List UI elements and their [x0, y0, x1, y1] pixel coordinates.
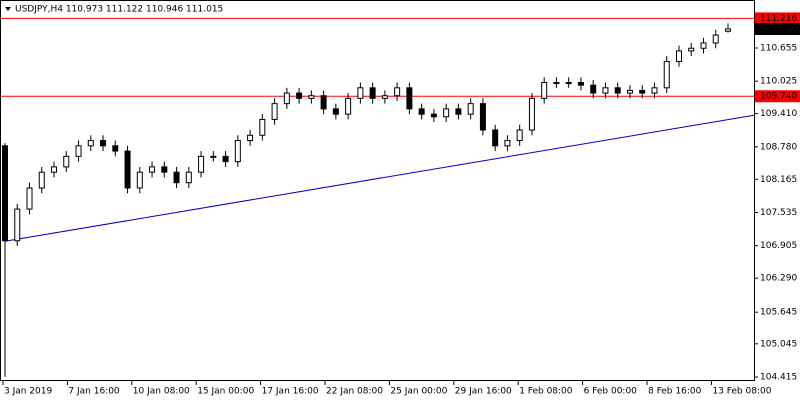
candle-body	[136, 171, 143, 189]
candle-body	[541, 82, 548, 99]
bid-label-box	[755, 23, 800, 36]
level-label: 111.216	[760, 14, 797, 24]
y-tick-label: 110.655	[760, 43, 797, 53]
candle-body	[14, 208, 21, 242]
candle-body	[38, 171, 45, 189]
candle-body	[161, 166, 168, 173]
candle-body	[443, 108, 450, 118]
x-tick-label: 7 Jan 16:00	[68, 387, 120, 397]
candle-body	[700, 42, 707, 49]
candle-body	[639, 89, 646, 94]
level-label: 109.740	[760, 92, 797, 102]
x-tick-label: 15 Jan 00:00	[197, 387, 254, 397]
candle-body	[296, 92, 303, 99]
candle-body	[100, 140, 107, 147]
y-tick-label: 106.905	[760, 241, 797, 251]
bid-label: 111.015	[760, 25, 797, 35]
candle-body	[406, 87, 413, 110]
candle-body	[87, 140, 94, 147]
candle-body	[675, 50, 682, 62]
candle-body	[222, 155, 229, 163]
y-tick-label: 107.535	[760, 208, 797, 218]
plot-frame	[0, 0, 755, 381]
candle-body	[357, 87, 364, 99]
candle-body	[577, 82, 584, 86]
candle-body	[418, 108, 425, 115]
candle-body	[479, 103, 486, 131]
candle-body	[430, 113, 437, 118]
candle-body	[173, 171, 180, 184]
candle-body	[369, 87, 376, 99]
candle-body	[247, 134, 254, 142]
candle-body	[553, 82, 560, 85]
candle-body	[63, 155, 70, 168]
y-tick-label: 109.410	[760, 109, 797, 119]
x-tick-label: 13 Feb 08:00	[712, 387, 771, 397]
candle-body	[455, 108, 462, 115]
y-tick-label: 105.045	[760, 339, 797, 349]
candle-body	[112, 145, 119, 152]
x-tick-label: 29 Jan 16:00	[455, 387, 512, 397]
candle-body	[651, 87, 658, 94]
candle-body	[283, 92, 290, 105]
candle-body	[712, 34, 719, 44]
candle-body	[345, 97, 352, 115]
candle-body	[124, 150, 131, 189]
x-tick-label: 6 Feb 00:00	[584, 387, 638, 397]
candle-body	[492, 129, 499, 147]
x-tick-label: 10 Jan 08:00	[133, 387, 190, 397]
candle-body	[504, 140, 511, 147]
candle-body	[725, 28, 731, 32]
y-tick-label: 108.780	[760, 142, 797, 152]
level-label-box	[755, 12, 800, 25]
candle-body	[688, 47, 695, 52]
x-tick-label: 8 Feb 16:00	[648, 387, 702, 397]
candle-body	[210, 155, 217, 158]
y-tick-label: 104.415	[760, 373, 797, 383]
x-tick-label: 1 Feb 08:00	[519, 387, 573, 397]
candle-body	[602, 87, 609, 94]
y-tick-label: 105.645	[760, 308, 797, 318]
candle-body	[271, 103, 278, 120]
x-tick-label: 22 Jan 08:00	[326, 387, 383, 397]
candle-body	[381, 95, 388, 99]
candle-body	[75, 145, 82, 157]
candle-body	[234, 140, 241, 163]
candle-body	[320, 95, 327, 110]
candle-body	[149, 166, 156, 173]
candle-body	[528, 97, 535, 131]
candle-body	[394, 87, 401, 97]
x-tick-label: 25 Jan 00:00	[390, 387, 447, 397]
candle-body	[51, 166, 58, 173]
candle-body	[626, 89, 633, 94]
candle-body	[185, 171, 192, 184]
chart-title: USDJPY,H4 110.973 111.122 110.946 111.01…	[15, 5, 223, 15]
x-tick-label: 3 Jan 2019	[4, 387, 52, 397]
y-tick-label: 110.025	[760, 77, 797, 87]
y-tick-label: 106.290	[760, 274, 797, 284]
trendline	[4, 114, 755, 242]
y-tick-label: 108.165	[760, 175, 797, 185]
candle-body	[663, 60, 670, 89]
menu-arrow[interactable]	[5, 7, 11, 11]
candle-body	[332, 108, 339, 115]
candle-body	[614, 87, 621, 94]
candle-body	[259, 118, 266, 136]
candle-body	[565, 82, 572, 85]
candle-body	[590, 84, 597, 94]
candle-body	[198, 155, 205, 173]
candle-body	[2, 145, 8, 242]
candle-body	[467, 103, 474, 115]
candle-body	[26, 187, 33, 210]
level-label-box	[755, 90, 800, 103]
candle-body	[308, 95, 315, 99]
x-tick-label: 17 Jan 16:00	[262, 387, 319, 397]
candle-body	[516, 129, 523, 142]
